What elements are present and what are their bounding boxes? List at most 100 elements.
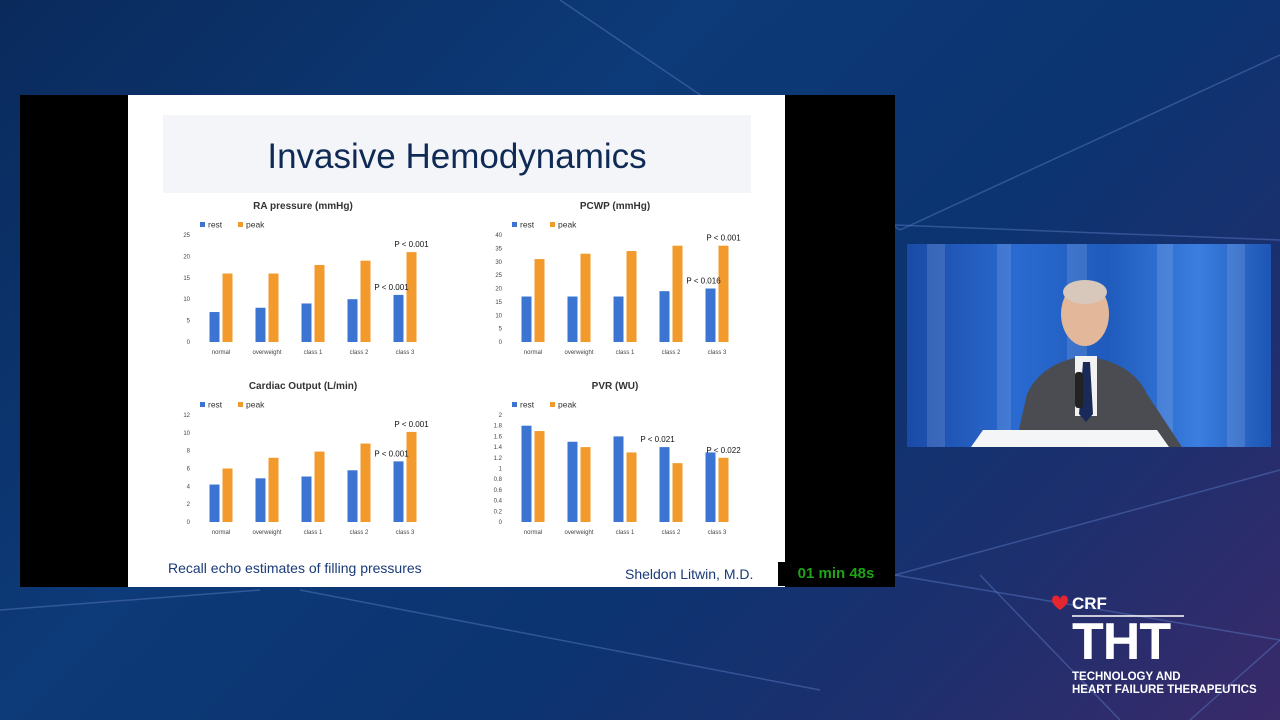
- y-tick-label: 5: [187, 319, 191, 325]
- y-tick-label: 0.6: [494, 488, 503, 494]
- chart-pvr: PVR (WU) rest peak 0 0.2 0.4 0.6 0.8 1 1.2 1.4 1.6 1…: [480, 380, 750, 540]
- y-tick-label: 20: [495, 287, 502, 293]
- bar-rest-overweight: [567, 296, 578, 342]
- bar-peak-class-3: [718, 245, 729, 342]
- speaker-illustration: [927, 244, 1245, 447]
- heart-logo-icon: [1052, 595, 1184, 617]
- tagline-line-2: HEART FAILURE THERAPEUTICS: [1072, 684, 1257, 696]
- p-value-annotation: P < 0.001: [394, 420, 429, 429]
- footer-note: Recall echo estimates of filling pressur…: [168, 560, 422, 576]
- p-value-annotation: P < 0.001: [706, 234, 741, 243]
- legend-label-peak: peak: [246, 400, 265, 410]
- bar-peak-class-3: [406, 431, 417, 522]
- bar-rest-class-1: [613, 436, 624, 522]
- y-tick-label: 25: [183, 233, 190, 239]
- bar-peak-normal: [534, 259, 545, 342]
- y-tick-label: 15: [495, 300, 502, 306]
- x-tick-label: class 2: [350, 530, 369, 536]
- bar-peak-class-2: [360, 260, 371, 342]
- y-tick-label: 0: [499, 340, 503, 346]
- bar-rest-normal: [209, 312, 220, 342]
- y-tick-label: 0.2: [494, 509, 503, 515]
- x-tick-label: overweight: [564, 530, 593, 536]
- legend-swatch-peak: [550, 222, 555, 227]
- chart-pcwp-svg: PCWP (mmHg) rest peak 0 5 10 15 20 25 30 35 40 norma…: [495, 201, 741, 356]
- bar-peak-overweight: [580, 253, 591, 342]
- legend-swatch-rest: [512, 222, 517, 227]
- tagline-line-1: TECHNOLOGY AND: [1072, 671, 1181, 683]
- x-tick-label: class 1: [304, 530, 323, 536]
- y-tick-label: 4: [187, 484, 191, 490]
- x-tick-label: normal: [212, 530, 230, 536]
- slide: Invasive Hemodynamics RA pressure (mmHg)…: [128, 95, 785, 587]
- title-band: [163, 115, 751, 193]
- x-tick-label: overweight: [252, 350, 281, 356]
- bar-rest-normal: [521, 425, 532, 522]
- bar-rest-class-2: [659, 291, 670, 342]
- y-tick-label: 10: [495, 313, 502, 319]
- legend-label-peak: peak: [246, 220, 265, 230]
- bar-peak-normal: [534, 431, 545, 522]
- y-tick-label: 30: [495, 260, 502, 266]
- bar-peak-normal: [222, 273, 233, 342]
- x-tick-label: normal: [524, 530, 542, 536]
- y-tick-label: 10: [183, 431, 190, 437]
- chart-legend: rest peak: [512, 220, 577, 230]
- x-tick-label: normal: [524, 350, 542, 356]
- bar-peak-class-1: [314, 451, 325, 522]
- bar-peak-class-2: [672, 463, 683, 522]
- x-tick-label: overweight: [564, 350, 593, 356]
- bar-rest-class-3: [705, 288, 716, 342]
- bar-rest-normal: [521, 296, 532, 342]
- bar-peak-class-1: [626, 251, 637, 342]
- y-tick-label: 10: [183, 297, 190, 303]
- p-value-annotation: P < 0.022: [706, 446, 741, 455]
- bar-rest-class-2: [347, 299, 358, 342]
- bar-peak-normal: [222, 468, 233, 522]
- bar-rest-class-1: [301, 303, 312, 342]
- bar-rest-class-2: [347, 470, 358, 522]
- bar-rest-overweight: [255, 478, 266, 522]
- x-tick-label: overweight: [252, 530, 281, 536]
- legend-label-rest: rest: [520, 400, 535, 410]
- y-tick-label: 6: [187, 467, 191, 473]
- legend-swatch-peak: [238, 222, 243, 227]
- x-tick-label: class 1: [616, 350, 635, 356]
- y-tick-label: 15: [183, 276, 190, 282]
- legend-swatch-rest: [200, 222, 205, 227]
- legend-label-rest: rest: [208, 220, 223, 230]
- bar-rest-class-3: [393, 294, 404, 342]
- y-tick-label: 1: [499, 467, 503, 473]
- chart-pcwp: PCWP (mmHg) rest peak 0 5 10 15 20 25 30 35 40 norma…: [480, 200, 750, 360]
- y-tick-label: 0: [499, 520, 503, 526]
- tht-logo-text: THT: [1072, 613, 1171, 671]
- x-tick-label: class 3: [396, 350, 415, 356]
- bar-rest-class-1: [301, 476, 312, 522]
- bar-peak-class-2: [360, 443, 371, 522]
- legend-swatch-rest: [200, 402, 205, 407]
- y-tick-label: 25: [495, 273, 502, 279]
- chart-legend: rest peak: [200, 220, 265, 230]
- bar-peak-class-1: [626, 452, 637, 522]
- x-tick-label: class 3: [396, 530, 415, 536]
- bar-peak-overweight: [268, 457, 279, 522]
- bar-rest-overweight: [567, 441, 578, 522]
- bar-peak-overweight: [580, 447, 591, 522]
- bar-rest-class-3: [705, 452, 716, 522]
- legend-swatch-rest: [512, 402, 517, 407]
- bar-rest-overweight: [255, 307, 266, 342]
- chart-legend: rest peak: [200, 400, 265, 410]
- x-tick-label: normal: [212, 350, 230, 356]
- speaker-video: [907, 244, 1271, 447]
- p-value-annotation: P < 0.001: [394, 240, 429, 249]
- y-tick-label: 0: [187, 340, 191, 346]
- y-tick-label: 1.8: [494, 424, 503, 430]
- y-tick-label: 0.8: [494, 477, 503, 483]
- y-tick-label: 2: [499, 413, 503, 419]
- y-tick-label: 12: [183, 413, 190, 419]
- p-value-annotation: P < 0.016: [686, 277, 721, 286]
- y-tick-label: 5: [499, 327, 503, 333]
- slide-title: Invasive Hemodynamics: [267, 137, 647, 176]
- bar-peak-class-3: [718, 457, 729, 522]
